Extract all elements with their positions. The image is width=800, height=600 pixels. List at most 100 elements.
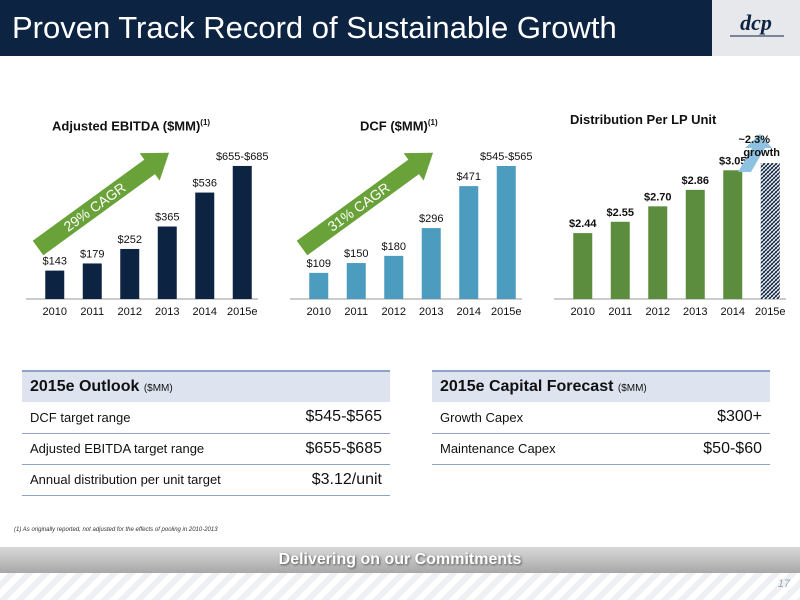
tick-label: 2015e [755,306,786,318]
cagr-label: 29% CAGR [61,179,129,234]
cagr-arrow: 29% CAGR [32,152,170,256]
tick-label: 2015e [227,306,258,318]
data-label: $545-$565 [480,151,533,163]
growth-label: ~2.3% [739,134,771,146]
outlook-unit: ($MM) [143,383,173,394]
banner-text: Delivering on our Commitments [278,551,522,568]
tick-label: 2013 [419,306,443,318]
bar-2015e [496,165,516,299]
tick-label: 2012 [118,306,142,318]
tick-label: 2011 [344,306,368,318]
dcp-logo-icon: dcp [730,10,784,37]
outlook-row-label: Annual distribution per unit target [22,464,274,496]
tick-label: 2011 [608,306,632,318]
tick-label: 2014 [457,306,481,318]
table-row: DCF target range $545-$565 [22,402,390,434]
tick-label: 2014 [721,306,745,318]
tick-label: 2012 [382,306,406,318]
bar-2010 [573,233,593,299]
bar-2014 [459,186,479,299]
bar-2013 [157,226,177,299]
ebitda-chart-title: Adjusted EBITDA ($MM)(1) [52,118,211,134]
growth-arrow [738,134,772,172]
tick-label: 2013 [155,306,179,318]
bar-2014 [723,170,743,299]
tick-label: 2012 [646,306,670,318]
table-row: Maintenance Capex $50-$60 [432,433,770,465]
tick-label: 2013 [683,306,707,318]
capital-row-value: $300+ [642,402,770,434]
data-label: $252 [118,234,142,246]
capital-row-label: Maintenance Capex [432,433,643,465]
cagr-arrow: 31% CAGR [296,152,434,256]
outlook-table-header: 2015e Outlook ($MM) [22,371,390,402]
tick-label: 2014 [193,306,217,318]
bar-2011 [610,221,630,299]
page-title: Proven Track Record of Sustainable Growt… [12,10,617,45]
bar-2013 [685,189,705,299]
capital-row-value: $50-$60 [642,433,770,465]
outlook-row-label: Adjusted EBITDA target range [22,433,274,465]
footnote: (1) As originally reported, not adjusted… [14,527,218,533]
data-label: $180 [382,241,406,253]
bar-2015e [760,163,780,299]
data-label: $109 [307,258,331,270]
data-label: $296 [419,213,443,225]
data-label: $471 [457,171,481,183]
dcf-chart-title: DCF ($MM)(1) [360,118,438,134]
data-label: $179 [80,248,104,260]
footer-ribbon [0,573,800,600]
bar-2013 [421,228,441,299]
commitments-banner: Delivering on our Commitments [0,547,800,573]
data-label: $150 [344,248,368,260]
table-row: Adjusted EBITDA target range $655-$685 [22,433,390,465]
growth-label: growth [743,147,780,159]
header-bar: Proven Track Record of Sustainable Growt… [0,0,800,56]
bar-2014 [195,192,215,299]
bar-2011 [82,263,102,299]
dcf-chart: DCF ($MM)(1) $109 2010 $150 2011 $180 2012 $29… [286,110,533,340]
outlook-row-value: $655-$685 [273,433,390,465]
distribution-chart-title: Distribution Per LP Unit [570,112,717,127]
svg-text:dcp: dcp [740,10,772,35]
company-logo: dcp [712,0,800,56]
bar-2010 [45,270,65,299]
capital-table: 2015e Capital Forecast ($MM) Growth Cape… [432,370,770,465]
cagr-label: 31% CAGR [325,179,393,234]
bar-2012 [384,255,404,299]
capital-row-label: Growth Capex [432,402,643,434]
dcf-chart-svg: $109 2010 $150 2011 $180 2012 $296 2013 $471 2014… [290,151,533,318]
data-label: $536 [193,178,217,190]
bar-2012 [120,248,140,299]
tick-label: 2010 [43,306,67,318]
data-label: $365 [155,212,179,224]
ebitda-chart-svg: $143 2010 $179 2011 $252 2012 $365 2013 $536 2014… [26,151,269,318]
bar-2011 [346,263,366,299]
outlook-row-label: DCF target range [22,402,274,434]
tick-label: 2011 [80,306,104,318]
outlook-row-value: $3.12/unit [273,464,390,496]
capital-unit: ($MM) [617,383,647,394]
outlook-title: 2015e Outlook [30,378,140,395]
ebitda-chart: Adjusted EBITDA ($MM)(1) $143 2010 $179 201… [22,110,269,340]
data-label: $655-$685 [216,151,269,163]
data-label: $2.44 [569,218,597,230]
tick-label: 2010 [571,306,595,318]
capital-title: 2015e Capital Forecast [440,378,614,395]
data-label: $143 [43,256,67,268]
distribution-chart-svg: $2.44 2010 $2.55 2011 $2.70 2012 $2.86 2013 $3.0… [554,134,786,318]
data-label: $2.70 [644,191,672,203]
data-label: $2.55 [606,207,634,219]
bar-2015e [232,165,252,299]
tick-label: 2010 [307,306,331,318]
distribution-chart: Distribution Per LP Unit $2.44 2010 $2.55 2… [550,110,786,340]
data-label: $2.86 [681,175,709,187]
tick-label: 2015e [491,306,522,318]
page-number: 17 [777,578,790,590]
outlook-row-value: $545-$565 [273,402,390,434]
capital-table-header: 2015e Capital Forecast ($MM) [432,371,770,402]
bar-2012 [648,206,668,299]
data-label: $3.05 [719,155,747,167]
bar-2010 [309,272,329,299]
table-row: Growth Capex $300+ [432,402,770,434]
